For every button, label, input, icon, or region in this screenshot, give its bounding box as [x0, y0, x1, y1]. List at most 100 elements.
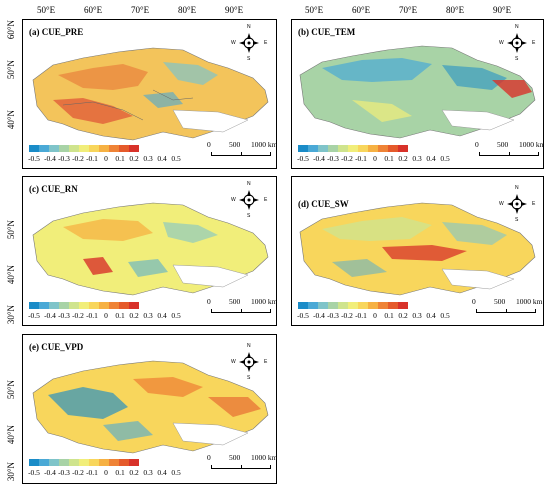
lon-label-50: 50°E: [37, 5, 56, 15]
lon-label-60: 60°E: [84, 5, 103, 15]
north-arrow-icon: N S W E: [231, 343, 267, 381]
compass-s: S: [247, 213, 251, 219]
legend-swatch: [308, 302, 318, 309]
legend-swatch: [328, 145, 338, 152]
compass-w: W: [499, 201, 504, 207]
scale-mid-tick: [241, 309, 242, 313]
legend-swatch: [39, 302, 49, 309]
legend-ticks: -0.5 -0.4 -0.3 -0.2 -0.1 0 0.1 0.2 0.3 0.4 0.5: [25, 154, 183, 163]
legend-swatch: [398, 302, 408, 309]
scale-mid-tick: [241, 465, 242, 469]
compass-w: W: [231, 197, 236, 203]
scale-bar: 0 500 1000 km: [207, 297, 276, 317]
legend-tick-label: 0.1: [115, 154, 125, 163]
legend-swatch: [29, 459, 39, 466]
north-arrow-icon: N S W E: [499, 185, 535, 223]
lat-label-50: 50°N: [6, 60, 16, 80]
legend-tick-label: -0.3: [58, 311, 70, 320]
legend-swatch: [129, 145, 139, 152]
legend-ticks: -0.5 -0.4 -0.3 -0.2 -0.1 0 0.1 0.2 0.3 0.4 0.5: [294, 154, 452, 163]
legend-swatch: [49, 459, 59, 466]
map-rn: [32, 202, 269, 296]
legend-swatch: [298, 145, 308, 152]
lat-label-30: 30°N: [6, 462, 16, 482]
lat-label-50: 50°N: [6, 220, 16, 240]
lon-label-70: 70°E: [131, 5, 150, 15]
legend-swatch: [49, 145, 59, 152]
legend-tick-label: 0: [373, 311, 377, 320]
scale-mid-tick: [241, 152, 242, 156]
legend-tick-label: 0.2: [129, 468, 139, 477]
legend-ticks: -0.5 -0.4 -0.3 -0.2 -0.1 0 0.1 0.2 0.3 0.4 0.5: [25, 311, 183, 320]
legend-tick-label: -0.2: [72, 154, 84, 163]
legend-swatch: [308, 145, 318, 152]
map-vpd: [32, 360, 269, 454]
legend-tick-label: 0.1: [384, 154, 394, 163]
legend-swatch: [29, 302, 39, 309]
legend-swatch: [348, 302, 358, 309]
legend-swatch: [99, 459, 109, 466]
legend-swatch: [388, 302, 398, 309]
legend-swatch: [119, 302, 129, 309]
lat-label-40: 40°N: [6, 425, 16, 445]
legend-swatch: [89, 302, 99, 309]
legend-swatch: [358, 145, 368, 152]
lon-label-90: 90°E: [225, 5, 244, 15]
legend-swatch: [99, 145, 109, 152]
legend-tick-label: -0.1: [355, 154, 367, 163]
legend-tick-label: -0.4: [44, 468, 56, 477]
legend-tick-label: 0.5: [440, 311, 450, 320]
scale-mid-tick: [506, 309, 507, 313]
legend-tick-label: 0.3: [143, 311, 153, 320]
legend-tick-label: 0.1: [115, 468, 125, 477]
legend-tick-label: -0.4: [313, 154, 325, 163]
panel-title: (d) CUE_SW: [298, 199, 349, 209]
legend-tick-label: -0.1: [86, 154, 98, 163]
lon-label-90: 90°E: [493, 5, 512, 15]
scale-bar: 0 500 1000 km: [207, 140, 276, 160]
legend-ticks: -0.5 -0.4 -0.3 -0.2 -0.1 0 0.1 0.2 0.3 0.4 0.5: [294, 311, 452, 320]
legend-tick-label: -0.2: [341, 154, 353, 163]
legend-swatch: [119, 145, 129, 152]
legend-tick-label: -0.2: [72, 311, 84, 320]
legend-tick-label: 0.5: [171, 154, 181, 163]
compass-e: E: [532, 40, 536, 46]
legend-swatch: [109, 459, 119, 466]
map-panel-pre: (a) CUE_PRE N S W E -0.5 -0.4 -0.3 -0.2 -0.1…: [22, 19, 277, 169]
compass-s: S: [515, 56, 519, 62]
legend-swatch: [69, 302, 79, 309]
legend-swatch: [109, 145, 119, 152]
lat-label-60: 60°N: [6, 20, 16, 40]
lat-label-40: 40°N: [6, 265, 16, 285]
color-legend: [298, 302, 408, 309]
legend-swatch: [388, 145, 398, 152]
north-arrow-icon: N S W E: [499, 24, 535, 62]
scale-label: 0: [472, 297, 476, 306]
legend-tick-label: -0.1: [355, 311, 367, 320]
color-legend: [29, 145, 139, 152]
scale-bar: 0 500 1000 km: [207, 453, 276, 473]
compass-w: W: [231, 359, 236, 365]
compass-e: E: [532, 201, 536, 207]
map-panel-tem: (b) CUE_TEM N S W E -0.5 -0.4 -0.3 -0.2 -0.1…: [291, 19, 544, 169]
legend-swatch: [378, 145, 388, 152]
legend-swatch: [368, 145, 378, 152]
legend-swatch: [318, 145, 328, 152]
map-panel-sw: (d) CUE_SW N S W E -0.5 -0.4 -0.3 -0.2 -0.1 0…: [291, 176, 544, 326]
legend-tick-label: -0.1: [86, 468, 98, 477]
map-pre: [32, 47, 269, 141]
legend-tick-label: 0.5: [171, 311, 181, 320]
color-legend: [29, 459, 139, 466]
scale-label: 500: [229, 140, 241, 149]
legend-swatch: [348, 145, 358, 152]
legend-swatch: [39, 459, 49, 466]
scale-label: 1000 km: [519, 140, 544, 149]
legend-swatch: [338, 302, 348, 309]
compass-s: S: [247, 375, 251, 381]
scale-label: 500: [229, 453, 241, 462]
legend-tick-label: -0.2: [72, 468, 84, 477]
compass-w: W: [499, 40, 504, 46]
legend-swatch: [89, 145, 99, 152]
legend-swatch: [59, 145, 69, 152]
legend-swatch: [99, 302, 109, 309]
